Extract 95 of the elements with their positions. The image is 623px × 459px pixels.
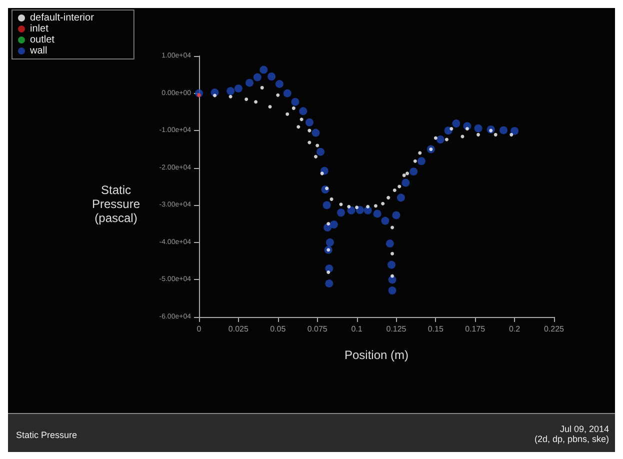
point bbox=[388, 286, 396, 295]
point bbox=[436, 136, 444, 144]
point bbox=[312, 128, 320, 137]
legend-label: default-interior bbox=[30, 12, 95, 24]
point bbox=[245, 78, 254, 87]
x-tick-label: 0.2 bbox=[508, 324, 521, 334]
point bbox=[373, 210, 382, 218]
point bbox=[396, 194, 405, 202]
point bbox=[434, 136, 438, 140]
point bbox=[390, 252, 394, 256]
point bbox=[296, 125, 300, 129]
point bbox=[392, 211, 400, 220]
point bbox=[347, 206, 356, 214]
text: (2d, dp, pbns, ske) bbox=[534, 434, 609, 444]
point bbox=[305, 118, 314, 126]
x-tick-label: 0.025 bbox=[228, 324, 249, 334]
point bbox=[326, 222, 330, 226]
x-tick-label: 0.125 bbox=[386, 324, 407, 334]
point bbox=[450, 126, 454, 130]
point bbox=[417, 157, 426, 166]
x-tick-label: 0.1 bbox=[351, 324, 363, 334]
point bbox=[474, 124, 482, 132]
point bbox=[253, 73, 262, 82]
point bbox=[406, 172, 410, 176]
point bbox=[213, 94, 217, 98]
legend-label: inlet bbox=[30, 24, 49, 34]
point bbox=[398, 184, 402, 188]
point bbox=[254, 100, 258, 104]
point bbox=[337, 208, 345, 217]
x-tick-label: 0.075 bbox=[307, 324, 328, 334]
point bbox=[300, 118, 304, 122]
x-tick-label: 0.15 bbox=[428, 324, 444, 334]
point bbox=[314, 154, 318, 158]
point bbox=[299, 107, 308, 116]
point bbox=[347, 204, 351, 208]
point bbox=[234, 84, 242, 92]
point bbox=[494, 132, 498, 136]
point bbox=[356, 206, 364, 214]
point bbox=[244, 98, 248, 101]
point bbox=[260, 86, 264, 90]
point bbox=[316, 144, 320, 148]
point bbox=[452, 119, 460, 128]
point bbox=[275, 80, 284, 88]
point bbox=[410, 168, 418, 176]
point bbox=[228, 94, 232, 98]
point bbox=[291, 98, 300, 106]
text: Static Pressure bbox=[16, 430, 78, 440]
point bbox=[402, 174, 406, 178]
x-tick-label: 0 bbox=[196, 324, 202, 334]
point bbox=[268, 72, 276, 81]
point bbox=[390, 274, 394, 278]
point bbox=[381, 202, 385, 206]
point bbox=[283, 89, 292, 98]
point bbox=[330, 220, 338, 229]
y-axis-title: Static Pressure (pascal) bbox=[90, 183, 142, 225]
x-tick-label: 0.175 bbox=[465, 324, 486, 334]
point bbox=[386, 240, 394, 248]
point bbox=[325, 279, 334, 288]
point bbox=[316, 148, 324, 156]
point bbox=[330, 197, 334, 201]
point bbox=[510, 132, 514, 136]
point bbox=[226, 87, 235, 96]
point bbox=[308, 128, 312, 132]
point bbox=[500, 126, 508, 134]
point bbox=[476, 132, 480, 136]
point bbox=[381, 216, 390, 225]
point bbox=[444, 138, 448, 142]
point bbox=[326, 270, 330, 274]
legend-label: outlet bbox=[30, 34, 55, 46]
point bbox=[510, 126, 519, 135]
legend-label: wall bbox=[29, 46, 48, 56]
point bbox=[413, 159, 417, 163]
point bbox=[374, 204, 378, 208]
point bbox=[339, 202, 343, 206]
point bbox=[465, 126, 469, 130]
point bbox=[355, 206, 359, 210]
point bbox=[402, 178, 410, 187]
point bbox=[268, 104, 272, 108]
point bbox=[326, 238, 334, 246]
x-axis-title: Position (m) bbox=[344, 348, 409, 362]
point bbox=[286, 112, 290, 116]
point bbox=[320, 172, 324, 176]
x-tick-label: 0.05 bbox=[270, 324, 286, 334]
point bbox=[386, 196, 390, 200]
point bbox=[322, 201, 331, 210]
point bbox=[392, 188, 396, 192]
x-tick-label: 0.225 bbox=[544, 324, 565, 334]
text: Jul 09, 2014 bbox=[558, 424, 609, 434]
point bbox=[418, 151, 422, 155]
point bbox=[387, 260, 396, 269]
point bbox=[260, 66, 268, 74]
point bbox=[276, 93, 280, 97]
point bbox=[390, 226, 394, 230]
point bbox=[292, 106, 296, 110]
point bbox=[366, 204, 370, 208]
